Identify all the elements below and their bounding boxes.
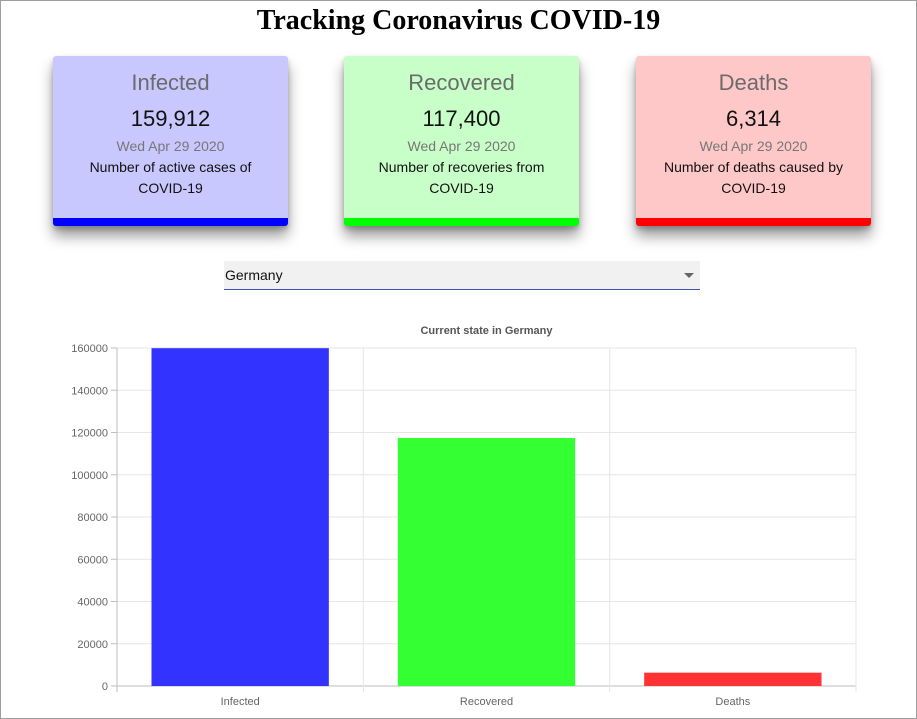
deaths-card-color-bar [636, 218, 871, 226]
infected-card-description: Number of active cases of COVID-19 [89, 159, 252, 196]
y-tick-label: 100000 [71, 470, 108, 482]
infected-card-title: Infected [131, 70, 210, 95]
x-tick-label: Infected [221, 696, 260, 708]
bar-infected [151, 348, 329, 686]
page-title: Tracking Coronavirus COVID-19 [256, 5, 661, 36]
y-tick-label: 140000 [71, 385, 108, 397]
recovered-card-description: Number of recoveries from COVID-19 [378, 159, 545, 196]
bar-chart: Current state in Germany 0 20000 40000 60000… [71, 325, 857, 708]
deaths-card-date: Wed Apr 29 2020 [699, 138, 808, 154]
recovered-card-date: Wed Apr 29 2020 [407, 138, 516, 154]
y-tick-label: 20000 [77, 639, 108, 651]
y-tick-label: 120000 [71, 428, 108, 440]
bar-recovered [397, 437, 576, 686]
recovered-card: Recovered 117,400 Wed Apr 29 2020 Number… [344, 56, 579, 226]
bar-deaths [644, 672, 822, 686]
y-tick-label: 0 [102, 681, 108, 693]
chevron-down-icon[interactable] [684, 273, 694, 278]
infected-card: Infected 159,912 Wed Apr 29 2020 Number … [53, 56, 288, 226]
x-tick-label: Deaths [715, 696, 750, 708]
deaths-card: Deaths 6,314 Wed Apr 29 2020 Number of d… [636, 56, 871, 226]
infected-card-value: 159,912 [130, 106, 211, 131]
chart-title: Current state in Germany [420, 325, 553, 337]
deaths-card-value: 6,314 [725, 106, 782, 131]
y-tick-label: 160000 [71, 343, 108, 355]
recovered-card-value: 117,400 [422, 106, 501, 131]
deaths-card-description: Number of deaths caused by COVID-19 [664, 159, 843, 196]
deaths-card-title: Deaths [718, 70, 789, 95]
y-tick-label: 40000 [77, 597, 108, 609]
recovered-card-title: Recovered [408, 70, 515, 95]
infected-card-date: Wed Apr 29 2020 [116, 138, 225, 154]
y-tick-label: 80000 [77, 512, 108, 524]
y-tick-label: 60000 [77, 554, 108, 566]
recovered-card-color-bar [344, 218, 579, 226]
country-select-value: Germany [225, 267, 283, 283]
infected-card-color-bar [53, 218, 288, 226]
x-tick-label: Recovered [460, 696, 513, 708]
country-select[interactable]: Germany [224, 261, 700, 290]
